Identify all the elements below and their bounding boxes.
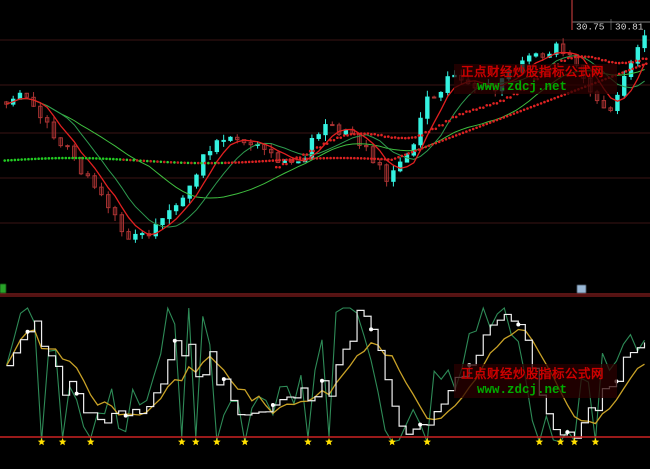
svg-text:www.zdcj.net: www.zdcj.net (477, 383, 567, 397)
svg-text:www.zdcj.net: www.zdcj.net (477, 80, 567, 94)
svg-text:正点财经炒股指标公式网: 正点财经炒股指标公式网 (461, 64, 604, 79)
svg-text:30.81: 30.81 (615, 22, 644, 33)
svg-text:30.75: 30.75 (576, 22, 605, 33)
svg-text:正点财经炒股指标公式网: 正点财经炒股指标公式网 (461, 366, 604, 381)
